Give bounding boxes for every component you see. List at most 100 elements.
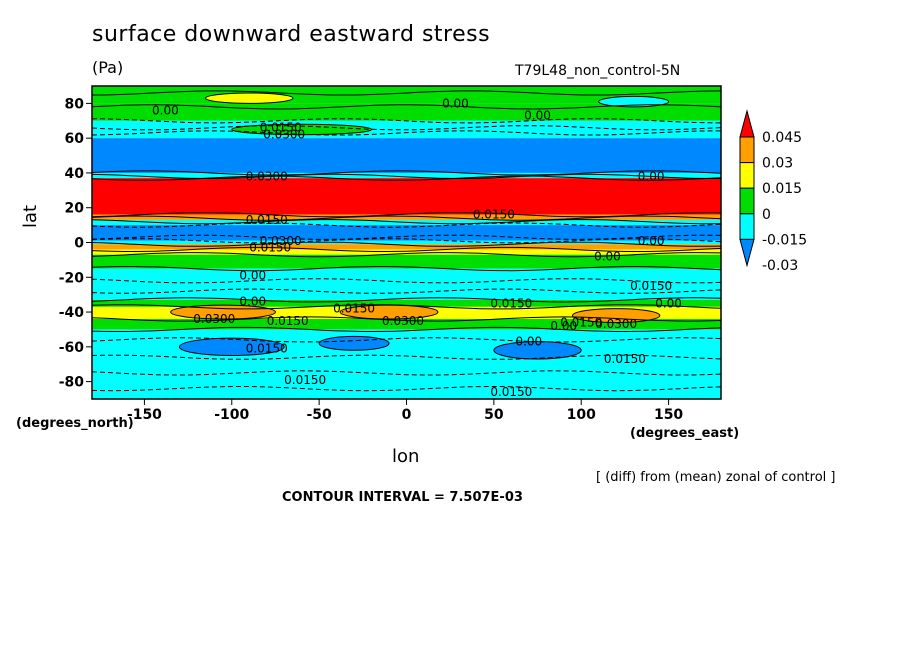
x-tick-label: 150 xyxy=(654,407,683,423)
y-tick-label: -20 xyxy=(59,270,85,286)
contour-line xyxy=(92,326,721,332)
contour-label: 0.00 xyxy=(515,335,542,349)
contour-label: 0.00 xyxy=(524,109,551,123)
contour-line xyxy=(92,386,721,392)
y-tick-label: -60 xyxy=(59,340,85,356)
y-tick-label: 20 xyxy=(65,201,85,217)
heatmap-band xyxy=(92,249,721,255)
contour-label: 0.0150 xyxy=(284,373,326,387)
heatmap-blob xyxy=(493,341,582,360)
contour-label: 0.0150 xyxy=(490,296,532,310)
contour-line xyxy=(92,246,721,252)
colorbar-label: 0.015 xyxy=(762,181,802,197)
contour-line xyxy=(92,219,721,225)
contour-line xyxy=(92,90,721,96)
y-axis-units: (degrees_north) xyxy=(16,416,134,431)
colorbar-label: 0 xyxy=(762,207,771,223)
contour-line xyxy=(92,297,721,303)
contour-label: 0.00 xyxy=(442,96,469,110)
contour-line xyxy=(92,130,721,136)
contour-line xyxy=(92,215,721,221)
contour-label: 0.0150 xyxy=(473,208,515,222)
colorbar-label: -0.015 xyxy=(762,232,807,248)
colorbar-cap-top xyxy=(739,109,755,138)
heatmap-band xyxy=(92,254,721,269)
heatmap-band xyxy=(92,214,721,220)
x-tick-label: -150 xyxy=(127,407,162,423)
contour-label: 0.00 xyxy=(638,169,665,183)
heatmap-blob xyxy=(178,337,285,357)
heatmap-blob xyxy=(318,335,390,351)
contour-label: 0.00 xyxy=(638,234,665,248)
contour-line xyxy=(92,252,721,258)
colorbar-label: -0.03 xyxy=(762,258,798,274)
contour-label: 0.0150 xyxy=(604,352,646,366)
contour-line xyxy=(92,337,721,343)
heatmap-blob xyxy=(205,92,294,104)
contour-line xyxy=(92,370,721,376)
heatmap-band xyxy=(92,138,721,173)
colorbar-segment xyxy=(739,213,755,240)
contour-interval: CONTOUR INTERVAL = 7.507E-03 xyxy=(282,490,523,505)
contour-line xyxy=(92,288,721,294)
contour-line xyxy=(92,316,721,322)
contour-label: 0.00 xyxy=(655,296,682,310)
contour-label: 0.0300 xyxy=(382,314,424,328)
colorbar-segment xyxy=(739,187,755,215)
contour-line xyxy=(92,222,721,228)
contour-line xyxy=(92,118,721,124)
chart-title: surface downward eastward stress xyxy=(92,22,491,47)
contour-label: 0.0150 xyxy=(246,213,288,227)
run-label: T79L48_non_control-5N xyxy=(515,63,681,79)
colorbar-label: 0.03 xyxy=(762,156,793,172)
contour-label: 0.0150 xyxy=(560,315,602,329)
colorbar: 0.045 0.03 0.015 0 -0.015 -0.03 xyxy=(739,109,807,274)
heatmap-band xyxy=(92,268,721,300)
y-tick-label: 80 xyxy=(65,96,85,112)
contour-label: 0.0300 xyxy=(263,128,305,142)
heatmap-blob xyxy=(598,95,670,108)
contour-label: 0.0150 xyxy=(490,385,532,399)
y-tick-label: 0 xyxy=(74,236,84,252)
contour-line xyxy=(92,238,721,244)
heatmap-band xyxy=(92,103,721,121)
x-tick-label: 100 xyxy=(567,407,596,423)
contour-label: 0.0150 xyxy=(260,121,302,135)
heatmap-band xyxy=(92,172,721,179)
y-tick-label: 60 xyxy=(65,131,85,147)
contour-label: 0.00 xyxy=(239,269,266,283)
heatmap-band xyxy=(92,178,721,215)
chart-units: (Pa) xyxy=(92,58,124,77)
y-tick-label: -40 xyxy=(59,305,85,321)
contour-line xyxy=(92,241,721,247)
contour-label: 0.0150 xyxy=(333,302,375,316)
heatmap-band xyxy=(92,240,721,245)
x-tick-label: -100 xyxy=(214,407,249,423)
heatmap-blob xyxy=(571,308,661,323)
contour-line xyxy=(92,278,721,284)
axes: -150 -100 -50 0 50 100 150 -80 -60 -40 -20 0 20 40 60 8… xyxy=(59,96,684,423)
contour-label: 0.0150 xyxy=(246,342,288,356)
contour-line xyxy=(92,266,721,272)
contour-line xyxy=(92,354,721,360)
contour-label: 0.0150 xyxy=(630,279,672,293)
contour-line xyxy=(92,304,721,310)
diff-note: [ (diff) from (mean) zonal of control ] xyxy=(596,470,836,485)
contour-label: 0.0300 xyxy=(193,312,235,326)
heatmap-band xyxy=(92,299,721,307)
x-tick-label: 0 xyxy=(402,407,412,423)
x-axis-label: lon xyxy=(392,446,420,467)
colorbar-segment xyxy=(739,162,755,189)
y-tick-label: 40 xyxy=(65,166,85,182)
heatmap-band xyxy=(92,225,721,241)
x-tick-label: -50 xyxy=(306,407,332,423)
contour-label: 0.0300 xyxy=(260,234,302,248)
contour-label: 0.0150 xyxy=(267,314,309,328)
contour-label: 0.00 xyxy=(239,295,266,309)
contour-line xyxy=(92,104,721,110)
contour-line xyxy=(92,175,721,181)
colorbar-segment xyxy=(739,136,755,164)
heatmap-band xyxy=(92,319,721,330)
